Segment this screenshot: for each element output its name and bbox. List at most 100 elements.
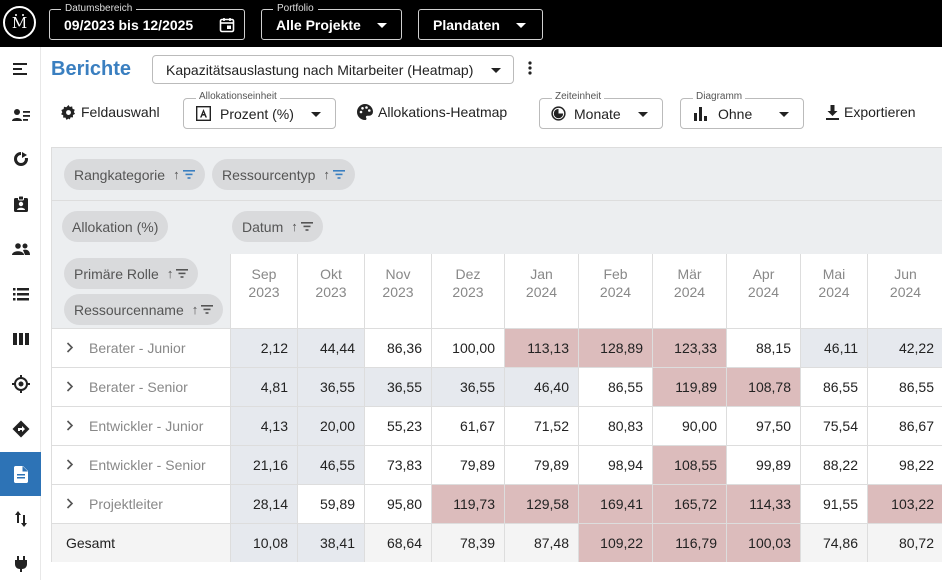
value-cell: 103,22 [867,485,942,523]
chevron-right-icon[interactable] [52,418,87,434]
value-cell: 91,55 [800,485,867,523]
palette-icon [357,104,373,120]
row-label[interactable]: Berater - Junior [52,329,230,367]
time-unit-select[interactable]: Zeiteinheit Monate [539,91,663,129]
chevron-down-icon [516,23,526,28]
value-cell: 114,33 [726,485,800,523]
row-chip-primary-role[interactable]: Primäre Rolle ↑ [64,258,199,289]
sort-up-icon[interactable]: ↑ [323,167,330,182]
row-label[interactable]: Projektleiter [52,485,230,523]
filter-icon[interactable] [300,222,313,231]
sidebar-item-plugins[interactable] [0,542,41,586]
value-cell: 97,50 [726,407,800,445]
chevron-down-icon [779,112,789,117]
column-chip-date[interactable]: Datum ↑ [232,211,323,242]
column-header-year: 2024 [818,284,850,300]
value-cell: 73,83 [364,446,431,484]
chevron-right-icon[interactable] [52,379,87,395]
value-cell: 42,22 [867,329,942,367]
filter-chip-rank-category[interactable]: Rangkategorie ↑ [64,159,205,190]
row-label-text: Berater - Junior [89,340,186,356]
sort-up-icon[interactable]: ↑ [291,219,298,234]
value-cell: 86,36 [364,329,431,367]
calendar-icon[interactable] [219,17,235,38]
sidebar-item-menu[interactable] [0,47,41,91]
column-header-month: Feb [603,266,628,282]
value-cell: 95,80 [364,485,431,523]
chip-label: Allokation (%) [72,218,159,235]
sidebar-item-cycle[interactable] [0,137,41,181]
plan-data-select[interactable]: Plandaten [418,9,543,40]
filter-icon[interactable] [332,170,345,179]
export-button[interactable]: Exportieren [826,104,916,120]
table-row[interactable]: Berater - Senior 4,81 36,55 36,55 36,55 46,40… [52,367,942,406]
column-header: Okt 2023 [298,254,365,328]
row-label[interactable]: Entwickler - Junior [52,407,230,445]
sidebar-item-people[interactable] [0,227,41,271]
chart-select[interactable]: Diagramm Ohne [680,91,804,129]
chevron-right-icon[interactable] [52,457,87,473]
chart-value: Ohne [718,106,753,122]
value-cell: 46,55 [297,446,364,484]
sidebar-item-reports[interactable] [0,452,41,496]
sidebar-item-directions[interactable] [0,407,41,451]
date-range-field[interactable]: Datumsbereich 09/2023 bis 12/2025 [49,2,245,40]
table-row[interactable]: Berater - Junior 2,12 44,44 86,36 100,00 113,… [52,328,942,367]
value-cell: 80,83 [578,407,652,445]
allocation-unit-label: Allokationseinheit [196,91,280,103]
main-content: Berichte Kapazitätsauslastung nach Mitar… [41,47,942,580]
chip-label: Ressourcentyp [222,166,316,183]
column-header: Nov 2023 [365,254,432,328]
table-row[interactable]: Projektleiter 28,14 59,89 95,80 119,73 129,58… [52,484,942,523]
sort-up-icon[interactable]: ↑ [166,266,174,281]
filter-icon[interactable] [176,269,189,278]
plug-icon [14,556,27,572]
value-chip-allocation[interactable]: Allokation (%) [62,211,169,242]
chevron-right-icon[interactable] [52,496,87,512]
portfolio-select[interactable]: Portfolio Alle Projekte [261,2,402,40]
sidebar-item-list[interactable] [0,272,41,316]
column-header: Apr 2024 [727,254,801,328]
table-row[interactable]: Entwickler - Junior 4,13 20,00 55,23 61,67 71… [52,406,942,445]
filter-icon[interactable] [201,305,214,314]
column-header: Mär 2024 [653,254,727,328]
value-cell: 128,89 [578,329,652,367]
chevron-right-icon[interactable] [52,340,87,356]
sort-up-icon[interactable]: ↑ [191,302,199,317]
row-chip-resource-name[interactable]: Ressourcenname ↑ [64,294,224,325]
clock-pie-icon [551,106,566,126]
direction-icon [12,420,29,438]
download-icon [826,104,839,120]
sidebar-item-resources[interactable] [0,93,41,137]
allocation-heatmap-button[interactable]: Allokations-Heatmap [357,104,507,120]
value-cell: 165,72 [652,485,726,523]
filter-icon[interactable] [182,170,195,179]
column-header-year: 2024 [525,284,558,300]
value-cell: 21,16 [230,446,297,484]
list-icon [12,287,29,300]
sidebar-item-target[interactable] [0,362,41,406]
more-options-icon[interactable] [528,61,534,79]
row-label: Gesamt [52,524,230,562]
report-select[interactable]: Kapazitätsauslastung nach Mitarbeiter (H… [152,55,514,84]
chevron-down-icon [638,112,648,117]
sidebar-item-columns[interactable] [0,317,41,361]
column-header-month: Jun [894,266,917,282]
target-icon [11,375,30,393]
value-cell: 38,41 [297,524,364,562]
table-row[interactable]: Entwickler - Senior 21,16 46,55 73,83 79,89 7… [52,445,942,484]
text-format-icon [195,105,212,126]
app-logo-icon[interactable]: M [3,6,36,39]
filter-chip-resource-type[interactable]: Ressourcentyp ↑ [212,159,355,190]
row-label[interactable]: Entwickler - Senior [52,446,230,484]
row-label[interactable]: Berater - Senior [52,368,230,406]
sidebar-item-badge[interactable] [0,182,41,226]
sidebar-item-sort[interactable] [0,497,41,541]
page-title: Berichte [51,58,132,80]
allocation-unit-select[interactable]: Allokationseinheit Prozent (%) [183,91,336,129]
sort-up-icon[interactable]: ↑ [173,167,180,182]
value-cell: 79,89 [504,446,578,484]
column-header-month: Jan [530,266,553,282]
field-selection-button[interactable]: Feldauswahl [61,104,160,120]
value-cell: 68,64 [364,524,431,562]
